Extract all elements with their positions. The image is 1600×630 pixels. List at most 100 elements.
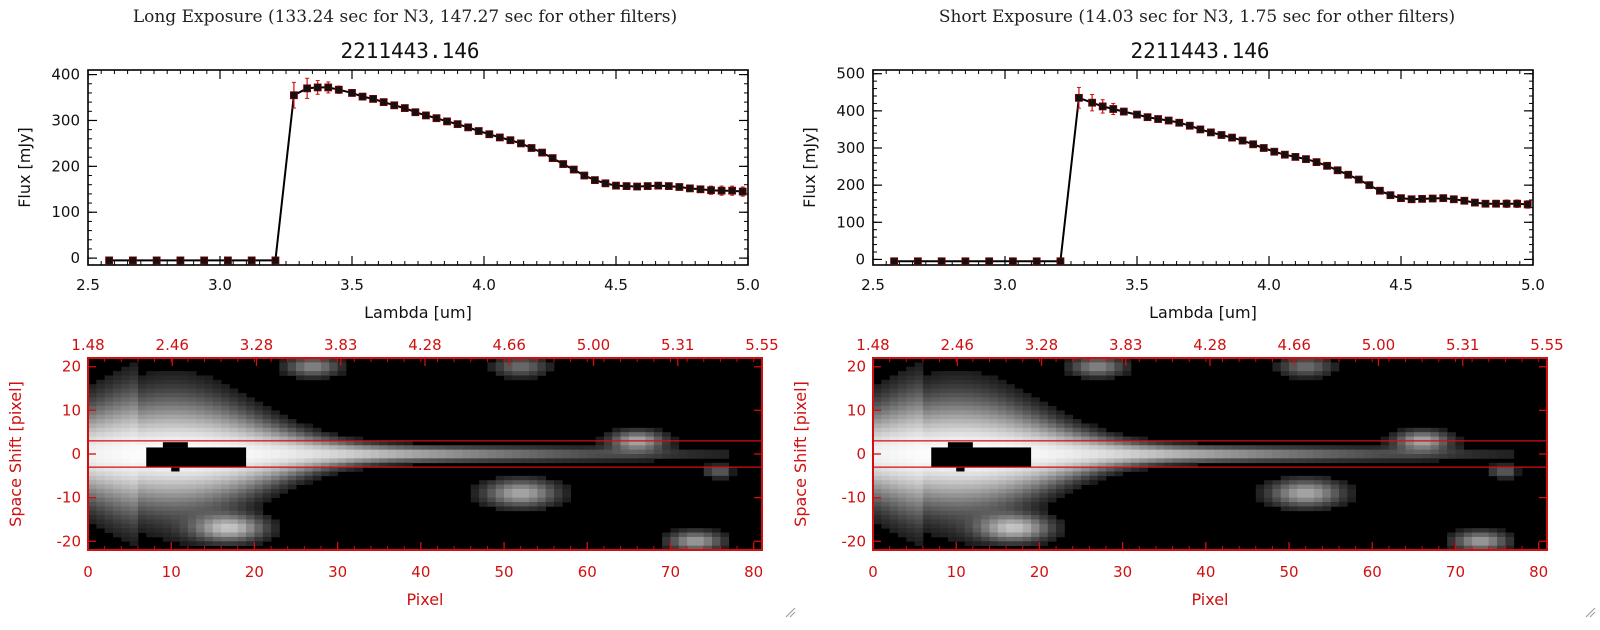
image-pixel [1447,440,1456,446]
image-pixel [662,445,671,451]
image-pixel [445,458,455,464]
x-tick-label: 70 [661,563,680,581]
image-pixel [221,401,230,407]
image-pixel [1380,445,1390,451]
image-pixel [922,379,932,385]
image-pixel [1297,475,1307,481]
image-pixel [129,423,139,429]
image-pixel [137,440,147,446]
image-pixel [972,515,982,520]
image-pixel [881,440,891,446]
image-pixel [229,502,239,507]
image-pixel [897,432,907,437]
image-pixel [154,467,164,472]
image-pixel [1147,462,1157,468]
image-pixel [1014,502,1024,507]
image-pixel [262,406,272,411]
image-pixel [254,423,264,429]
image-pixel [146,497,155,503]
image-pixel [504,458,513,464]
image-pixel [146,375,155,381]
image-pixel [906,392,915,398]
image-pixel [221,423,230,429]
image-pixel [112,467,122,472]
image-pixel [237,532,247,538]
image-pixel [345,436,355,442]
image-pixel [1072,440,1082,446]
data-point [1302,155,1310,164]
image-pixel [204,506,214,512]
image-pixel [96,397,106,403]
image-pixel [881,475,891,481]
image-pixel [972,384,982,389]
image-pixel [670,532,680,538]
image-pixel [112,397,122,403]
image-pixel [906,462,915,468]
image-pixel [922,488,932,494]
image-pixel [171,536,180,542]
image-pixel [196,536,205,542]
image-pixel [1305,475,1315,481]
image-pixel [1480,449,1490,455]
resize-grip-left[interactable] [785,607,796,618]
image-pixel [1314,371,1323,376]
image-pixel [520,458,530,464]
image-pixel [1031,462,1040,468]
image-pixel [712,449,721,455]
image-pixel [96,480,106,485]
image-pixel [1505,536,1515,542]
image-pixel [1463,449,1473,455]
image-pixel [246,502,255,507]
image-pixel [1122,458,1132,464]
image-pixel [553,454,563,459]
image-pixel [1255,484,1265,490]
image-pixel [956,532,965,538]
image-pixel [889,423,899,429]
image-pixel [1064,371,1074,376]
image-pixel [972,371,982,376]
image-pixel [972,471,982,477]
data-point [717,186,726,195]
image-pixel [1047,462,1057,468]
image-pixel [337,458,347,464]
data-point [358,92,367,101]
image-pixel [1022,488,1032,494]
image-pixel [939,506,949,512]
image-pixel [906,506,915,512]
data-point [1513,199,1522,208]
image-pixel [1405,445,1415,451]
image-pixel [1072,371,1082,376]
image-pixel [162,532,172,538]
image-pixel [395,458,405,464]
image-pixel [287,362,297,368]
image-pixel [897,519,907,525]
resize-grip-right[interactable] [1585,607,1596,618]
image-pixel [196,528,205,533]
image-pixel [1139,462,1148,468]
image-pixel [1189,449,1198,455]
image-pixel [670,436,680,442]
image-pixel [578,449,588,455]
y-tick-label: -10 [842,489,867,507]
image-pixel [271,484,280,490]
image-pixel [931,523,940,529]
image-pixel [603,436,613,442]
image-pixel [479,445,488,451]
image-pixel [254,475,264,481]
image-pixel [137,449,147,455]
image-pixel [212,515,222,520]
data-point [369,95,378,103]
y-tick-label: 200 [836,176,865,194]
short-exposure-header: Short Exposure (14.03 sec for N3, 1.75 s… [939,7,1455,27]
image-pixels [873,358,1523,551]
image-pixel [981,493,990,499]
image-pixel [1272,484,1282,490]
image-pixel [1430,458,1440,464]
image-pixel [162,480,172,485]
image-pixel [337,454,347,459]
image-pixel [1264,502,1273,507]
image-pixel [897,515,907,520]
image-pixel [529,375,538,381]
image-pixel [212,467,222,472]
image-pixel [989,497,999,503]
